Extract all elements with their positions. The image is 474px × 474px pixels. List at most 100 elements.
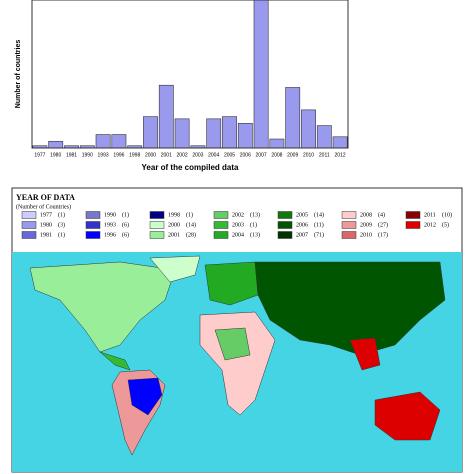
- x-tick-label: 2006: [240, 152, 251, 158]
- legend-year: 2010: [360, 232, 372, 238]
- legend-year: 2012: [424, 222, 436, 228]
- legend-year: 2007: [296, 232, 308, 238]
- x-tick-label: 2010: [303, 152, 314, 158]
- bar: [111, 134, 127, 148]
- legend-swatch: [85, 211, 101, 219]
- brazil: [127, 377, 163, 416]
- legend-swatch: [341, 211, 357, 219]
- legend-count: (1): [250, 221, 257, 228]
- legend-count: (14): [314, 211, 324, 218]
- legend-swatch: [85, 221, 101, 229]
- bar: [253, 0, 269, 148]
- bar: [206, 118, 222, 148]
- legend-swatch: [85, 231, 101, 239]
- bar: [174, 118, 190, 148]
- x-tick-label: 2009: [287, 152, 298, 158]
- x-tick-label: 1993: [98, 152, 109, 158]
- greenland: [149, 255, 201, 283]
- x-tick-label: 1990: [82, 152, 93, 158]
- central-america: [99, 351, 131, 371]
- bar: [285, 87, 301, 148]
- legend-count: (13): [250, 211, 260, 218]
- bar: [95, 134, 111, 148]
- legend-swatch: [213, 211, 229, 219]
- plot-frame: [31, 0, 349, 149]
- map-legend-subtitle: (Number of Countries): [16, 203, 71, 210]
- x-tick-label: 2005: [224, 152, 235, 158]
- legend-count: (11): [314, 221, 324, 228]
- legend-year: 1980: [40, 222, 52, 228]
- legend-swatch: [21, 221, 37, 229]
- x-tick-label: 2003: [192, 152, 203, 158]
- x-tick-label: 2001: [161, 152, 172, 158]
- legend-count: (13): [250, 231, 260, 238]
- legend-year: 1998: [168, 212, 180, 218]
- map-legend: 1977 (1) 1980 (3) 1981 (1) 1990 (1) 1993 (6) 1996 (…: [21, 211, 452, 239]
- legend-swatch: [21, 211, 37, 219]
- legend-year: 2001: [168, 232, 180, 238]
- x-tick-label: 2011: [319, 152, 330, 158]
- north-america: [29, 261, 176, 353]
- legend-swatch: [213, 221, 229, 229]
- bar: [143, 116, 158, 148]
- legend-year: 2006: [296, 222, 308, 228]
- legend-year: 2005: [296, 212, 308, 218]
- x-tick-label: 1980: [50, 152, 61, 158]
- australia: [374, 391, 441, 441]
- legend-swatch: [405, 221, 421, 229]
- bar: [301, 109, 316, 148]
- legend-count: (6): [122, 221, 129, 228]
- legend-count: (4): [378, 211, 385, 218]
- legend-swatch: [21, 231, 37, 239]
- legend-swatch: [213, 231, 229, 239]
- bar: [237, 123, 253, 148]
- bar: [316, 125, 332, 148]
- europe: [204, 261, 259, 306]
- world-map: [12, 252, 462, 472]
- legend-swatch: [341, 231, 357, 239]
- bar: [48, 140, 64, 148]
- legend-year: 2000: [168, 222, 180, 228]
- y-axis-label: Number of countries: [15, 40, 22, 109]
- legend-year: 1981: [40, 232, 52, 238]
- bar: [269, 138, 285, 148]
- legend-count: (71): [314, 231, 324, 238]
- x-tick-label: 1977: [34, 152, 45, 158]
- bar: [332, 136, 348, 148]
- legend-year: 2004: [232, 232, 244, 238]
- legend-year: 1977: [40, 212, 52, 218]
- map-legend-title: YEAR OF DATA: [16, 193, 75, 202]
- legend-count: (28): [186, 231, 196, 238]
- legend-swatch: [405, 211, 421, 219]
- legend-year: 2009: [360, 222, 372, 228]
- bar: [222, 116, 237, 148]
- x-tick-label: 1998: [129, 152, 140, 158]
- legend-count: (6): [122, 231, 129, 238]
- x-tick-label: 2008: [271, 152, 282, 158]
- legend-swatch: [277, 221, 293, 229]
- x-tick-label: 2007: [256, 152, 267, 158]
- legend-count: (1): [58, 231, 65, 238]
- x-tick-label: 2000: [145, 152, 156, 158]
- x-tick-label: 2012: [335, 152, 346, 158]
- legend-count: (14): [186, 221, 196, 228]
- legend-count: (10): [442, 211, 452, 218]
- legend-year: 2002: [232, 212, 244, 218]
- legend-count: (1): [58, 211, 65, 218]
- legend-count: (1): [186, 211, 193, 218]
- legend-swatch: [341, 221, 357, 229]
- x-tick-label: 1996: [113, 152, 124, 158]
- west-africa: [214, 327, 251, 361]
- legend-year: 2008: [360, 212, 372, 218]
- legend-count: (17): [378, 231, 388, 238]
- legend-swatch: [277, 231, 293, 239]
- legend-swatch: [277, 211, 293, 219]
- southeast-asia: [349, 337, 381, 371]
- x-tick-label: 1981: [66, 152, 77, 158]
- x-axis-label: Year of the compiled data: [142, 163, 239, 172]
- x-tick-label: 2004: [208, 152, 219, 158]
- legend-year: 2011: [424, 212, 436, 218]
- legend-year: 1996: [104, 232, 116, 238]
- legend-count: (27): [378, 221, 388, 228]
